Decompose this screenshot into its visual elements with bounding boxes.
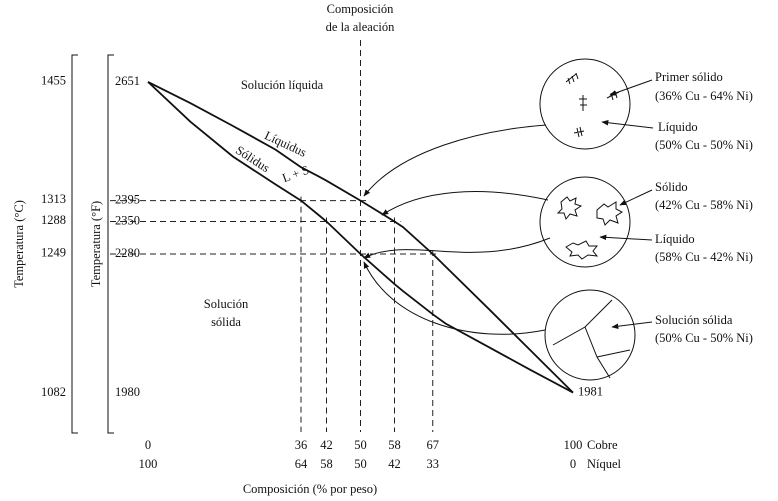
annotation: Líquido <box>655 232 695 246</box>
y2-tick-label: 1313 <box>41 192 66 206</box>
x-tick-label: 58 <box>388 438 401 452</box>
x-tick-label: 100 <box>564 438 583 452</box>
annotation: (50% Cu - 50% Ni) <box>655 138 753 152</box>
annotation: (50% Cu - 50% Ni) <box>655 331 753 345</box>
x-tick-label-ni: 64 <box>295 457 308 471</box>
chart: Composición de la aleación Composición (… <box>0 0 778 501</box>
title-line: de la aleación <box>326 20 395 34</box>
y2-tick-label: 1288 <box>41 213 66 227</box>
x-end-label: Níquel <box>587 457 622 471</box>
y2-tick-label: 1249 <box>41 245 66 259</box>
y-axis-label: Temperatura (°F) <box>89 201 103 287</box>
y-tick-label: 2350 <box>115 213 140 227</box>
annotation: (36% Cu - 64% Ni) <box>655 89 753 103</box>
x-axis-label: Composición (% por peso) <box>243 482 377 496</box>
y-axis <box>108 55 114 433</box>
curve-label: Líquidus <box>262 128 308 160</box>
x-tick-label-ni: 50 <box>354 457 367 471</box>
y-tick-label: 2651 <box>115 74 140 88</box>
y-tick-label: 1980 <box>115 385 140 399</box>
annotation: (58% Cu - 42% Ni) <box>655 250 753 264</box>
x-tick-label: 0 <box>145 438 151 452</box>
annotation: Solución sólida <box>655 313 733 327</box>
region-label: sólida <box>211 315 241 329</box>
x-tick-label-ni: 58 <box>320 457 333 471</box>
y2-axis-label: Temperatura (°C) <box>12 200 26 288</box>
y2-tick-label: 1082 <box>41 385 66 399</box>
x-tick-label-ni: 0 <box>570 457 576 471</box>
end-label: 1981 <box>578 385 603 399</box>
micrographs <box>540 59 635 380</box>
x-tick-label: 50 <box>354 438 367 452</box>
y-tick-label: 2280 <box>115 246 140 260</box>
annotation: Líquido <box>658 120 698 134</box>
y-tick-label: 2395 <box>115 193 140 207</box>
x-tick-label-ni: 42 <box>388 457 401 471</box>
title-line: Composición <box>327 2 394 16</box>
x-tick-label-ni: 100 <box>139 457 158 471</box>
x-tick-label: 36 <box>295 438 308 452</box>
arrows <box>364 80 653 334</box>
annotation: Primer sólido <box>655 70 723 84</box>
x-tick-label-ni: 33 <box>427 457 440 471</box>
annotation: Sólido <box>655 180 688 194</box>
x-tick-label: 67 <box>427 438 440 452</box>
region-label: Solución <box>204 297 249 311</box>
region-label: L + S <box>280 163 311 186</box>
region-label: Solución líquida <box>241 78 324 92</box>
x-end-label: Cobre <box>587 438 618 452</box>
y2-axis <box>72 55 78 433</box>
annotation: (42% Cu - 58% Ni) <box>655 198 753 212</box>
y2-tick-label: 1455 <box>41 74 66 88</box>
x-tick-label: 42 <box>320 438 333 452</box>
